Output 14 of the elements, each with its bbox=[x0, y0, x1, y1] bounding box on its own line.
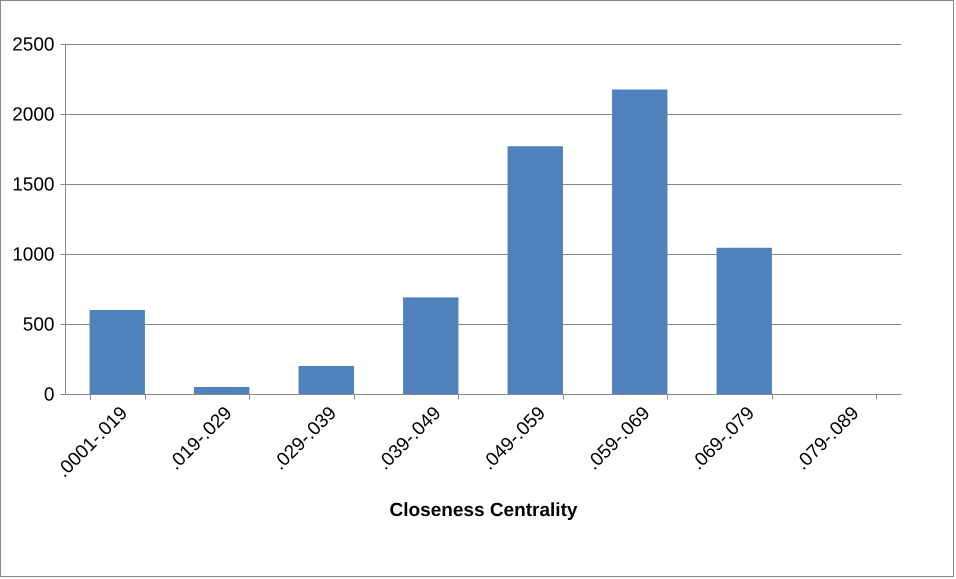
bar bbox=[508, 146, 563, 394]
bar bbox=[716, 248, 772, 394]
bar bbox=[612, 90, 668, 394]
bar bbox=[194, 387, 250, 394]
bar bbox=[90, 310, 145, 394]
bar bbox=[298, 366, 354, 394]
x-axis-title: Closeness Centrality bbox=[390, 500, 578, 522]
y-tick-label: 2500 bbox=[12, 34, 54, 56]
y-tick-label: 1500 bbox=[12, 174, 54, 196]
y-tick-label: 1000 bbox=[12, 244, 54, 266]
bar bbox=[403, 297, 458, 394]
y-tick-label: 0 bbox=[44, 384, 54, 406]
y-tick-label: 500 bbox=[22, 314, 54, 336]
y-tick-label: 2000 bbox=[12, 104, 54, 126]
